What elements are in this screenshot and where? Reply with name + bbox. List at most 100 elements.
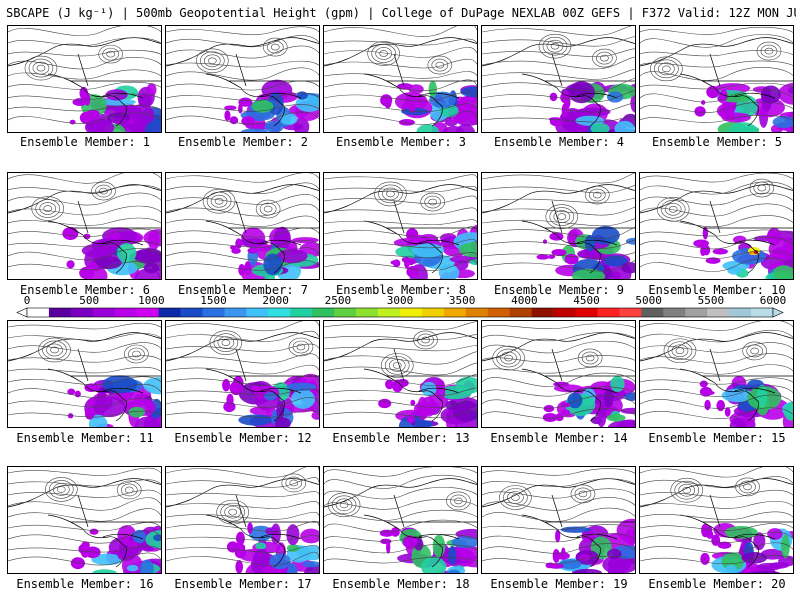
cape-shade-blob — [724, 526, 758, 539]
cape-shade-blob — [87, 397, 96, 407]
closed-low-contour — [743, 483, 752, 491]
closed-low-contour — [585, 354, 595, 362]
height-contour — [166, 353, 319, 364]
height-contour — [166, 501, 319, 509]
colorbar-swatch — [531, 308, 554, 317]
cape-shade-blob — [542, 412, 558, 422]
cape-shade-blob — [148, 230, 160, 251]
cape-shade-blob — [560, 91, 571, 104]
cape-shade-blob — [699, 380, 708, 388]
ensemble-map-panel — [481, 320, 636, 428]
closed-low-contour — [503, 488, 528, 507]
height-contour — [166, 45, 319, 59]
cape-shade-blob — [607, 548, 622, 560]
height-contour — [324, 387, 477, 396]
cape-shade-blob — [62, 227, 79, 241]
colorbar-swatch — [114, 308, 138, 317]
cape-shade-blob — [548, 563, 564, 569]
coastline-borders — [640, 37, 793, 127]
height-contour — [482, 478, 635, 487]
height-contour — [324, 195, 477, 204]
height-contour — [482, 488, 635, 499]
height-contour — [482, 69, 635, 80]
cape-shade-blob — [229, 116, 239, 125]
ensemble-member-label: Ensemble Member: 20 — [648, 577, 786, 591]
colorbar-tick-label: 3500 — [448, 294, 476, 307]
closed-low-contour — [200, 51, 225, 71]
height-contour — [640, 377, 793, 385]
map-canvas — [166, 173, 319, 279]
height-contour — [640, 229, 793, 237]
height-contour — [324, 252, 477, 259]
coastline-borders — [640, 332, 793, 422]
map-canvas — [482, 26, 635, 132]
cape-shade-blob — [112, 117, 128, 125]
cape-shade-blob — [701, 523, 710, 538]
cape-shade-blob — [296, 91, 308, 100]
cape-shade-blob — [549, 117, 564, 127]
height-contour — [324, 91, 477, 102]
height-contour — [482, 252, 635, 259]
height-contour — [482, 408, 635, 419]
ensemble-member-label: Ensemble Member: 11 — [16, 431, 154, 445]
height-contour — [8, 552, 161, 566]
colorbar-swatch — [400, 308, 423, 317]
closed-low-contour — [331, 495, 357, 515]
closed-low-contour — [206, 191, 232, 211]
closed-low-contour — [592, 48, 617, 68]
cape-shade-blob — [238, 97, 253, 107]
height-contour — [482, 226, 635, 239]
height-contour — [640, 489, 793, 498]
closed-low-contour — [98, 44, 123, 64]
height-contour — [324, 334, 477, 340]
cape-shade-blob — [704, 399, 711, 411]
cape-shade-blob — [724, 407, 731, 417]
closed-low-contour — [658, 62, 675, 76]
cape-shade-blob — [410, 399, 416, 406]
height-contour — [166, 364, 319, 375]
height-contour — [640, 82, 793, 90]
height-contour — [482, 468, 635, 476]
height-contour — [8, 248, 161, 261]
coastline-borders — [8, 37, 161, 127]
closed-low-contour — [120, 483, 138, 497]
height-contour — [166, 397, 319, 408]
height-contour — [8, 366, 161, 374]
cape-shade-blob — [91, 553, 123, 566]
cape-shade-blob — [700, 246, 706, 257]
cape-shade-blob — [126, 564, 139, 572]
closed-low-contour — [592, 191, 602, 199]
map-canvas — [640, 321, 793, 427]
closed-low-contour — [36, 64, 46, 72]
height-contour — [324, 409, 477, 419]
cape-shade-blob — [286, 562, 298, 573]
ensemble-member-label: Ensemble Member: 15 — [648, 431, 786, 445]
height-contour — [166, 247, 319, 261]
cape-shade-blob — [247, 522, 253, 534]
ensemble-member-label: Ensemble Member: 9 — [493, 283, 625, 297]
height-contour — [640, 353, 793, 364]
closed-low-contour — [209, 330, 243, 355]
cape-shade-blob — [706, 85, 720, 99]
cape-shade-blob — [241, 116, 255, 127]
cape-shade-blob — [235, 531, 245, 546]
cape-shade-blob — [244, 261, 252, 275]
cape-shade-blob — [255, 542, 267, 550]
height-contour — [8, 508, 161, 522]
cape-shade-blob — [79, 86, 89, 100]
cape-shade-blob — [561, 103, 568, 118]
height-contour — [324, 374, 477, 387]
closed-low-contour — [428, 198, 437, 206]
ensemble-member-label: Ensemble Member: 13 — [332, 431, 470, 445]
closed-low-contour — [339, 501, 349, 509]
height-contour — [482, 102, 635, 113]
cape-shade-blob — [717, 541, 732, 549]
height-contour — [166, 111, 319, 125]
cape-shade-blob — [602, 555, 631, 573]
colorbar-max-arrow — [772, 307, 784, 318]
coastline-borders — [482, 184, 635, 274]
closed-low-contour — [511, 494, 520, 501]
cape-shade-blob — [547, 254, 556, 259]
height-contour — [8, 342, 161, 353]
height-contour — [324, 486, 477, 500]
